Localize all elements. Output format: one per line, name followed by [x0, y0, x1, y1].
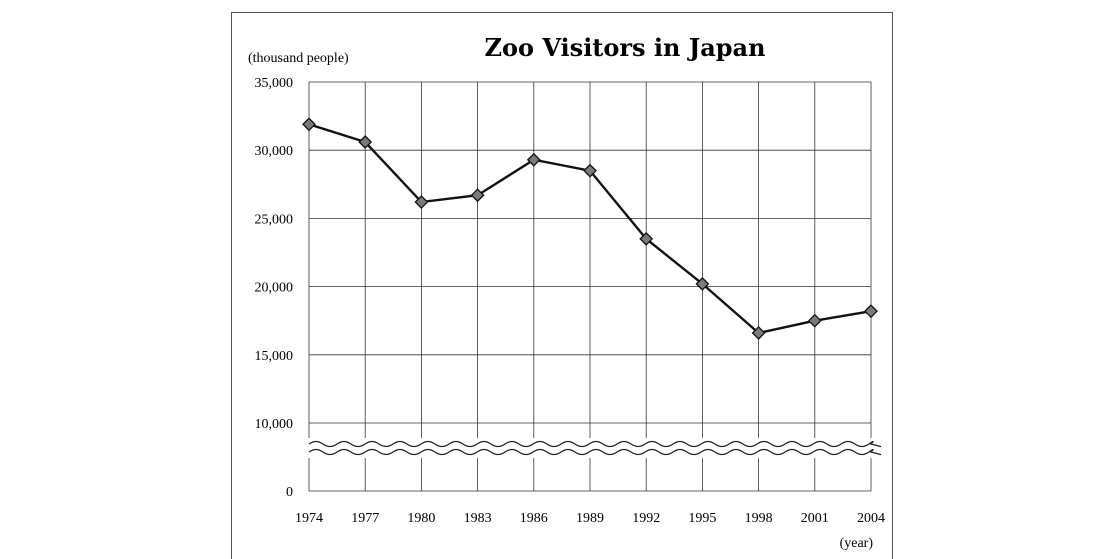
x-tick-label: 1983 [464, 511, 492, 526]
x-axis-label: (year) [840, 536, 874, 551]
y-tick-label: 0 [286, 485, 293, 500]
y-tick-label: 25,000 [255, 212, 294, 227]
x-tick-label: 1986 [520, 511, 548, 526]
y-tick-label: 15,000 [255, 349, 294, 364]
axis-break-wave-upper [308, 440, 882, 448]
x-tick-label: 2001 [801, 511, 829, 526]
data-point-marker [414, 195, 429, 209]
x-tick-label: 2004 [857, 511, 885, 526]
y-tick-label: 30,000 [255, 144, 294, 159]
data-point-marker [639, 231, 654, 246]
axis-break-wave-lower [308, 448, 882, 456]
x-tick-label: 1989 [576, 511, 604, 526]
x-tick-label: 1974 [295, 511, 323, 526]
axis-break [308, 438, 882, 458]
y-tick-label: 35,000 [255, 76, 294, 91]
data-point-marker [695, 276, 710, 291]
data-point-marker [864, 304, 878, 319]
data-point-marker [751, 326, 766, 340]
data-point-marker [302, 117, 316, 132]
data-point-marker [358, 135, 373, 149]
x-tick-label: 1992 [632, 511, 660, 526]
data-point-marker [583, 163, 597, 178]
x-tick-label: 1995 [688, 511, 716, 526]
y-axis-label: (thousand people) [248, 51, 349, 66]
x-tick-label: 1980 [407, 511, 435, 526]
x-tick-label: 1998 [745, 511, 773, 526]
y-tick-label: 20,000 [255, 281, 294, 296]
data-point-marker [470, 188, 485, 203]
axis-break-band [308, 438, 872, 458]
data-point-marker [526, 152, 541, 167]
grid [308, 81, 872, 492]
tick-labels: 35,00030,00025,00020,00015,00010,0000197… [255, 76, 886, 526]
data-point-marker [807, 313, 822, 328]
chart-frame [231, 12, 893, 559]
chart-title: Zoo Visitors in Japan [484, 33, 765, 62]
y-tick-label: 10,000 [255, 417, 294, 432]
series [302, 117, 878, 340]
x-tick-label: 1977 [351, 511, 379, 526]
